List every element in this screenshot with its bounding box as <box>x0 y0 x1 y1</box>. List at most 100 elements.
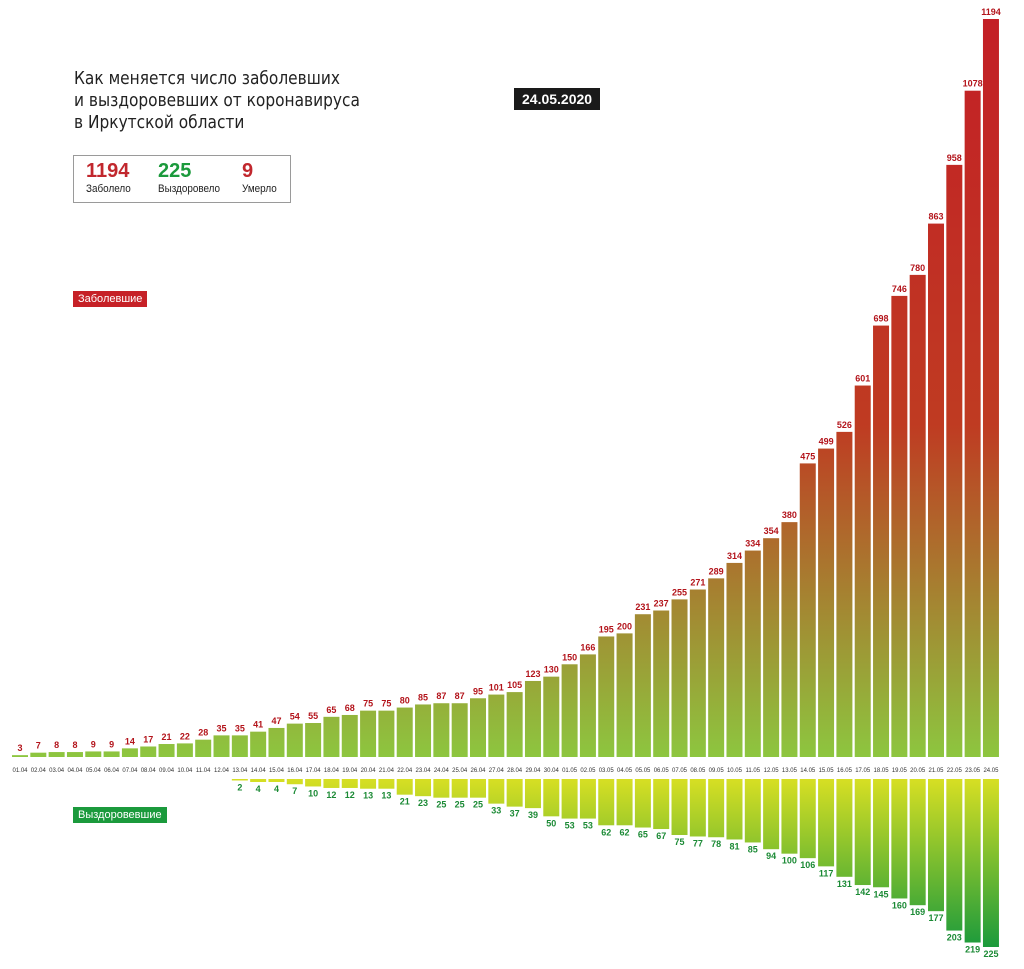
recovered-bar-16.05 <box>836 779 853 877</box>
infected-bar-01.05 <box>561 664 578 757</box>
infected-label-16.04: 54 <box>290 712 300 722</box>
tick-label-01.05: 01.05 <box>562 768 578 774</box>
infected-label-28.04: 105 <box>507 680 522 690</box>
recovered-label-08.05: 77 <box>693 838 703 848</box>
infected-label-04.04: 8 <box>72 740 77 750</box>
recovered-label-15.05: 117 <box>819 868 834 878</box>
infected-label-10.05: 314 <box>727 551 742 561</box>
tick-label-24.04: 24.04 <box>434 768 450 774</box>
recovered-bar-02.05 <box>579 779 596 819</box>
recovered-label-09.05: 78 <box>711 839 721 849</box>
stat-recovered-value: 225 <box>158 160 192 182</box>
recovered-label-18.04: 12 <box>326 790 336 800</box>
tick-label-08.05: 08.05 <box>690 768 706 774</box>
infected-label-12.04: 35 <box>217 723 227 733</box>
infected-label-04.05: 200 <box>617 621 632 631</box>
recovered-label-20.04: 13 <box>363 791 373 801</box>
recovered-label-21.05: 177 <box>928 913 943 923</box>
recovered-label-28.04: 37 <box>510 809 520 819</box>
infected-bar-21.05 <box>928 223 944 758</box>
stat-recovered-label: Выздоровело <box>158 183 221 195</box>
infected-bar-29.04 <box>524 680 541 757</box>
tick-label-04.04: 04.04 <box>67 768 83 774</box>
stat-recovered: 225 Выздоровело <box>158 160 227 196</box>
recovered-bar-14.05 <box>799 779 816 859</box>
infected-bar-02.05 <box>579 654 596 757</box>
infected-label-06.04: 9 <box>109 739 114 749</box>
infected-label-03.05: 195 <box>599 624 614 634</box>
infected-label-19.05: 746 <box>892 284 907 294</box>
infected-bar-16.05 <box>836 431 853 757</box>
infected-bar-12.04 <box>213 735 230 757</box>
recovered-label-15.04: 4 <box>274 784 279 794</box>
recovered-bar-15.05 <box>818 779 835 867</box>
infected-label-01.05: 150 <box>562 652 577 662</box>
tick-label-21.05: 21.05 <box>928 768 944 774</box>
tick-label-11.05: 11.05 <box>746 768 761 774</box>
tick-label-01.04: 01.04 <box>12 768 28 774</box>
infected-label-25.04: 87 <box>455 691 465 701</box>
tick-label-30.04: 30.04 <box>544 768 560 774</box>
recovered-label-25.04: 25 <box>455 800 465 810</box>
tick-label-14.04: 14.04 <box>251 768 267 774</box>
infected-label-02.05: 166 <box>580 642 595 652</box>
stat-infected-value: 1194 <box>86 160 130 182</box>
infected-bar-06.05 <box>653 610 670 757</box>
tick-label-07.05: 07.05 <box>672 768 688 774</box>
recovered-label-02.05: 53 <box>583 821 593 831</box>
recovered-label-11.05: 85 <box>748 844 758 854</box>
recovered-bar-17.05 <box>854 779 871 886</box>
infected-label-08.04: 17 <box>143 734 153 744</box>
legend-infected: Заболевшие <box>73 291 148 307</box>
recovered-bar-29.04 <box>524 779 541 809</box>
infected-bar-10.04 <box>176 743 193 757</box>
recovered-bar-19.04 <box>341 779 358 788</box>
infected-bar-19.04 <box>341 714 358 757</box>
recovered-label-01.05: 53 <box>565 821 575 831</box>
infected-bar-05.05 <box>634 614 651 757</box>
tick-label-10.05: 10.05 <box>727 768 743 774</box>
infected-bar-03.05 <box>598 636 615 757</box>
infected-bar-11.05 <box>744 550 761 757</box>
tick-label-04.05: 04.05 <box>617 768 633 774</box>
tick-label-19.05: 19.05 <box>892 768 908 774</box>
recovered-bar-15.04 <box>268 779 285 782</box>
tick-label-29.04: 29.04 <box>525 768 541 774</box>
infected-label-09.05: 289 <box>709 566 724 576</box>
infected-bar-14.04 <box>250 731 267 757</box>
infected-bar-15.04 <box>268 727 285 757</box>
infected-label-19.04: 68 <box>345 703 355 713</box>
recovered-label-16.05: 131 <box>837 879 852 889</box>
recovered-label-30.04: 50 <box>546 818 556 828</box>
infected-label-29.04: 123 <box>525 669 540 679</box>
recovered-bar-11.05 <box>744 779 761 843</box>
title-line-2: и выздоровевших от коронавируса <box>74 91 360 111</box>
title-line-1: Как меняется число заболевших <box>74 69 340 89</box>
infected-bar-03.04 <box>48 752 65 757</box>
infected-label-13.04: 35 <box>235 723 245 733</box>
recovered-label-20.05: 169 <box>910 907 925 917</box>
tick-label-02.05: 02.05 <box>580 768 596 774</box>
tick-label-16.05: 16.05 <box>837 768 853 774</box>
tick-label-23.04: 23.04 <box>416 768 432 774</box>
recovered-bar-19.05 <box>891 779 908 899</box>
tick-label-12.05: 12.05 <box>764 768 780 774</box>
infected-label-07.05: 255 <box>672 587 687 597</box>
recovered-label-26.04: 25 <box>473 800 483 810</box>
tick-label-18.05: 18.05 <box>874 768 890 774</box>
infected-bar-15.05 <box>818 448 835 757</box>
recovered-bar-10.05 <box>726 779 743 840</box>
infected-label-20.05: 780 <box>910 263 925 273</box>
tick-label-07.04: 07.04 <box>122 768 138 774</box>
recovered-label-19.04: 12 <box>345 790 355 800</box>
tick-label-25.04: 25.04 <box>452 768 468 774</box>
infected-label-13.05: 380 <box>782 510 797 520</box>
infected-bar-08.04 <box>140 746 157 757</box>
infected-bar-07.05 <box>671 599 688 757</box>
infected-bar-02.04 <box>30 752 47 757</box>
recovered-bar-07.05 <box>671 779 688 835</box>
infected-bar-22.04 <box>396 707 413 757</box>
title-line-3: в Иркутской области <box>74 113 245 133</box>
tick-label-09.05: 09.05 <box>709 768 725 774</box>
infected-bar-23.04 <box>415 704 432 757</box>
